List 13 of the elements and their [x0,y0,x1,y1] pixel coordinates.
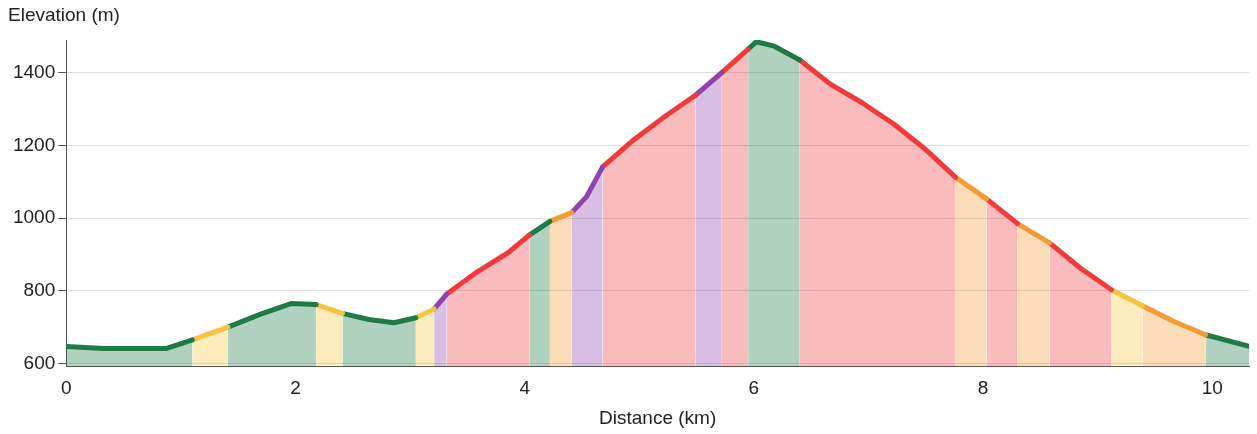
y-tick-label: 1400 [12,60,56,82]
y-tick-label: 1000 [12,206,56,228]
x-tick-label: 2 [290,377,301,399]
y-tick-label: 600 [23,351,56,373]
y-tick-label: 800 [23,279,56,301]
y-tick-label: 1200 [12,133,56,155]
x-tick-label: 8 [977,377,989,399]
y-axis-title: Elevation (m) [8,3,120,25]
x-tick-label: 0 [60,377,72,399]
x-tick-label: 4 [519,377,531,399]
x-tick-label: 6 [748,377,760,399]
x-axis-title: Distance (km) [599,406,717,428]
x-tick-label: 10 [1201,377,1223,399]
